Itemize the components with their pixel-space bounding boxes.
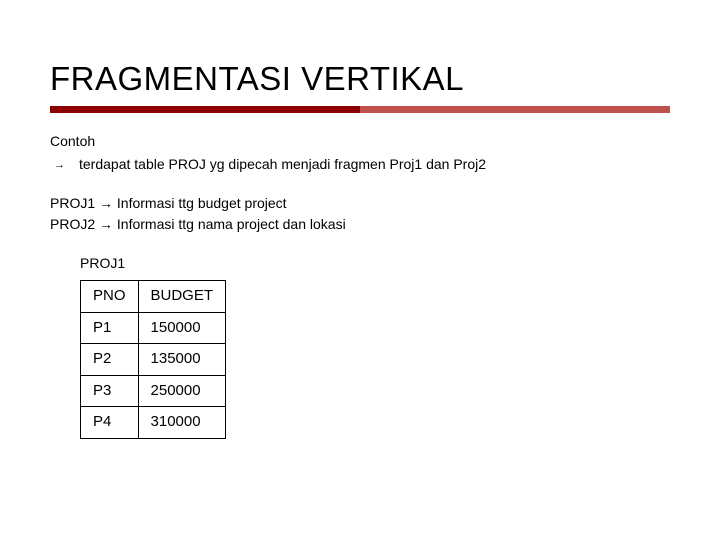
table-header-row: PNO BUDGET — [81, 281, 226, 313]
table-cell: 310000 — [138, 407, 226, 439]
page-title: FRAGMENTASI VERTIKAL — [50, 60, 670, 98]
underline-bar-right — [360, 106, 670, 113]
table-label: PROJ1 — [80, 253, 670, 274]
table-col-pno: PNO — [81, 281, 139, 313]
underline-bar-left — [50, 106, 360, 113]
table-cell: 250000 — [138, 375, 226, 407]
table-row: P4 310000 — [81, 407, 226, 439]
bullet-row: → terdapat table PROJ yg dipecah menjadi… — [54, 154, 670, 175]
table-col-budget: BUDGET — [138, 281, 226, 313]
table-cell: P1 — [81, 312, 139, 344]
arrow-right-icon: → — [54, 157, 65, 174]
table-row: P2 135000 — [81, 344, 226, 376]
table-row: P3 250000 — [81, 375, 226, 407]
proj-table: PNO BUDGET P1 150000 P2 135000 P3 — [80, 280, 226, 439]
table-cell: P3 — [81, 375, 139, 407]
table-row: P1 150000 — [81, 312, 226, 344]
slide: FRAGMENTASI VERTIKAL Contoh → terdapat t… — [0, 0, 720, 479]
proj-line-2: PROJ2 → Informasi ttg nama project dan l… — [50, 214, 670, 235]
table-cell: P2 — [81, 344, 139, 376]
table-cell: 135000 — [138, 344, 226, 376]
table-cell: P4 — [81, 407, 139, 439]
table-section: PROJ1 PNO BUDGET P1 150000 P2 135000 — [80, 253, 670, 439]
contoh-label: Contoh — [50, 131, 670, 152]
bullet-text: terdapat table PROJ yg dipecah menjadi f… — [79, 154, 486, 175]
proj-line-1: PROJ1 → Informasi ttg budget project — [50, 193, 670, 214]
title-underline — [50, 106, 670, 113]
proj-lines: PROJ1 → Informasi ttg budget project PRO… — [50, 193, 670, 235]
body-content: Contoh → terdapat table PROJ yg dipecah … — [50, 131, 670, 439]
table-cell: 150000 — [138, 312, 226, 344]
